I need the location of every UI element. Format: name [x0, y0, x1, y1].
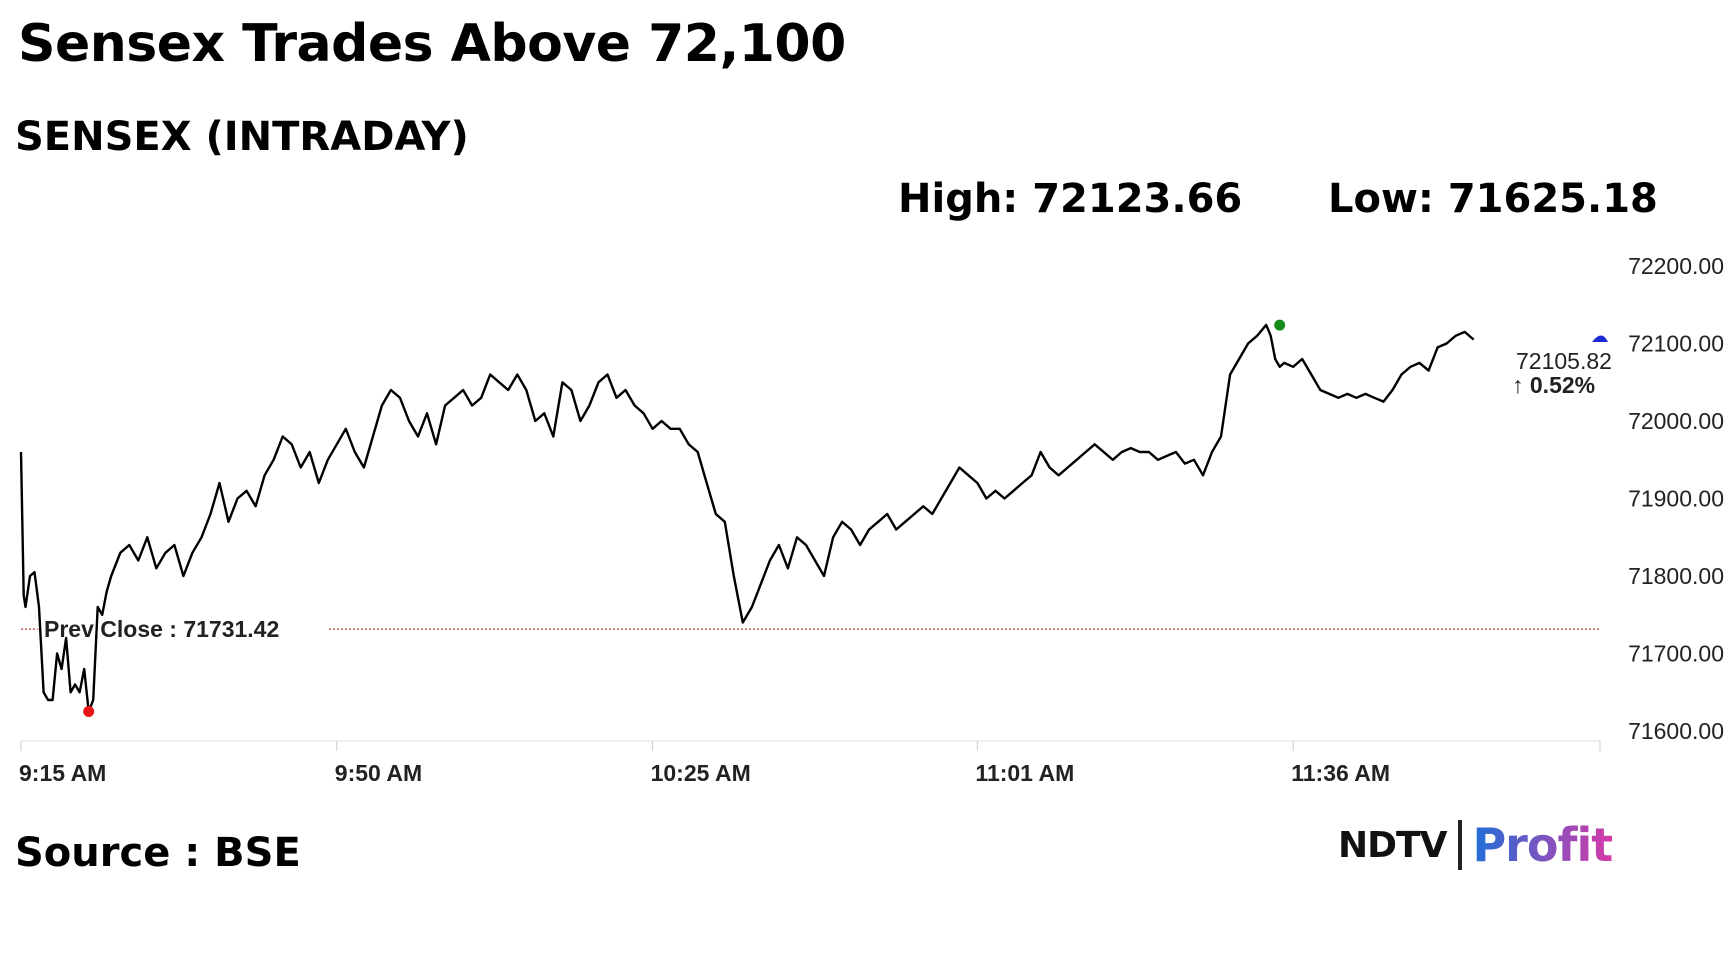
- low-value: Low: 71625.18: [1328, 176, 1658, 222]
- high-marker: [1274, 319, 1286, 331]
- y-tick-label: 71800.00: [1628, 563, 1724, 589]
- y-tick-label: 72100.00: [1628, 331, 1724, 357]
- chart-markers: 72105.82↑ 0.52%: [83, 319, 1612, 717]
- y-tick-label: 72000.00: [1628, 408, 1724, 434]
- last-change-label: ↑ 0.52%: [1512, 372, 1595, 398]
- prev-close-label-bg: [38, 613, 328, 646]
- y-axis: 72200.00 72100.00 72000.00 71900.00 71800.00…: [1628, 253, 1724, 744]
- x-tick-label: 11:36 AM: [1291, 760, 1390, 786]
- last-value-label: 72105.82: [1516, 348, 1612, 374]
- y-tick-label: 71600.00: [1628, 718, 1724, 744]
- y-tick-label: 71900.00: [1628, 486, 1724, 512]
- logo-ndtv-text: NDTV: [1338, 824, 1447, 866]
- y-tick-label: 72200.00: [1628, 253, 1724, 279]
- x-tick-label: 10:25 AM: [651, 760, 751, 786]
- price-line: [19, 323, 1475, 713]
- chart-grid: [20, 740, 1601, 751]
- headline: Sensex Trades Above 72,100: [18, 14, 846, 74]
- last-value-marker: [1592, 335, 1608, 342]
- low-marker: [83, 705, 95, 717]
- price-line-group: [19, 323, 1475, 713]
- x-tick-label: 9:50 AM: [335, 760, 422, 786]
- chart-subtitle: SENSEX (INTRADAY): [15, 114, 469, 160]
- prev-close-label: Prev Close : 71731.42: [44, 616, 279, 642]
- ndtv-profit-logo: NDTV Profit: [1338, 818, 1613, 872]
- prev-close-group: Prev Close : 71731.42: [21, 613, 1600, 646]
- x-tick-label: 9:15 AM: [19, 760, 106, 786]
- high-value: High: 72123.66: [898, 176, 1243, 222]
- x-axis: 9:15 AM 9:50 AM 10:25 AM 11:01 AM 11:36 AM: [19, 760, 1390, 786]
- logo-profit-text: Profit: [1472, 818, 1613, 872]
- source-label: Source : BSE: [15, 830, 301, 876]
- logo-divider: [1458, 820, 1463, 870]
- x-tick-label: 11:01 AM: [975, 760, 1074, 786]
- y-tick-label: 71700.00: [1628, 641, 1724, 667]
